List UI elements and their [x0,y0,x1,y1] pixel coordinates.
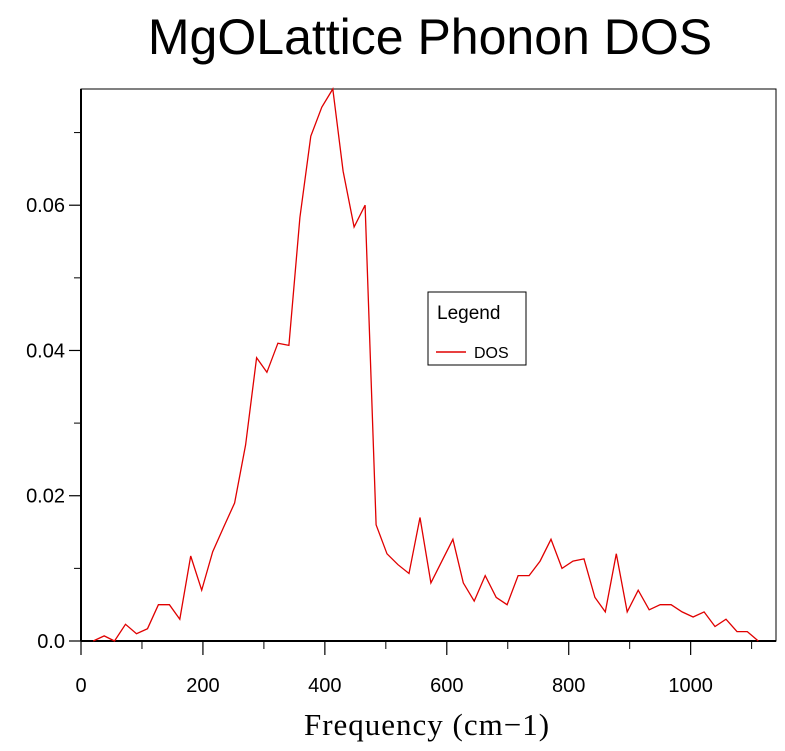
x-tick-label: 400 [308,675,341,697]
x-tick-label: 1000 [668,675,713,697]
x-tick-label: 600 [430,675,463,697]
x-tick-label: 0 [75,675,86,697]
x-axis: 0 200 400 600 800 1000 [75,641,753,697]
legend-entry-dos: DOS [474,345,509,362]
legend: Legend DOS [427,291,527,366]
legend-title: Legend [437,303,500,324]
y-tick-label: 0.04 [26,340,65,362]
x-tick-label: 200 [186,675,219,697]
y-tick-label: 0.0 [37,631,65,653]
x-axis-label: Frequency (cm−1) [304,707,550,742]
y-tick-label: 0.02 [26,486,65,508]
chart-title: MgOLattice Phonon DOS [148,9,712,65]
y-axis: 0.0 0.02 0.04 0.06 [26,132,81,653]
legend-box [427,291,527,366]
plot-area [80,88,777,642]
x-tick-label: 800 [552,675,585,697]
series-line-dos [92,87,759,642]
series-layer [92,87,759,642]
y-tick-label: 0.06 [26,195,65,217]
